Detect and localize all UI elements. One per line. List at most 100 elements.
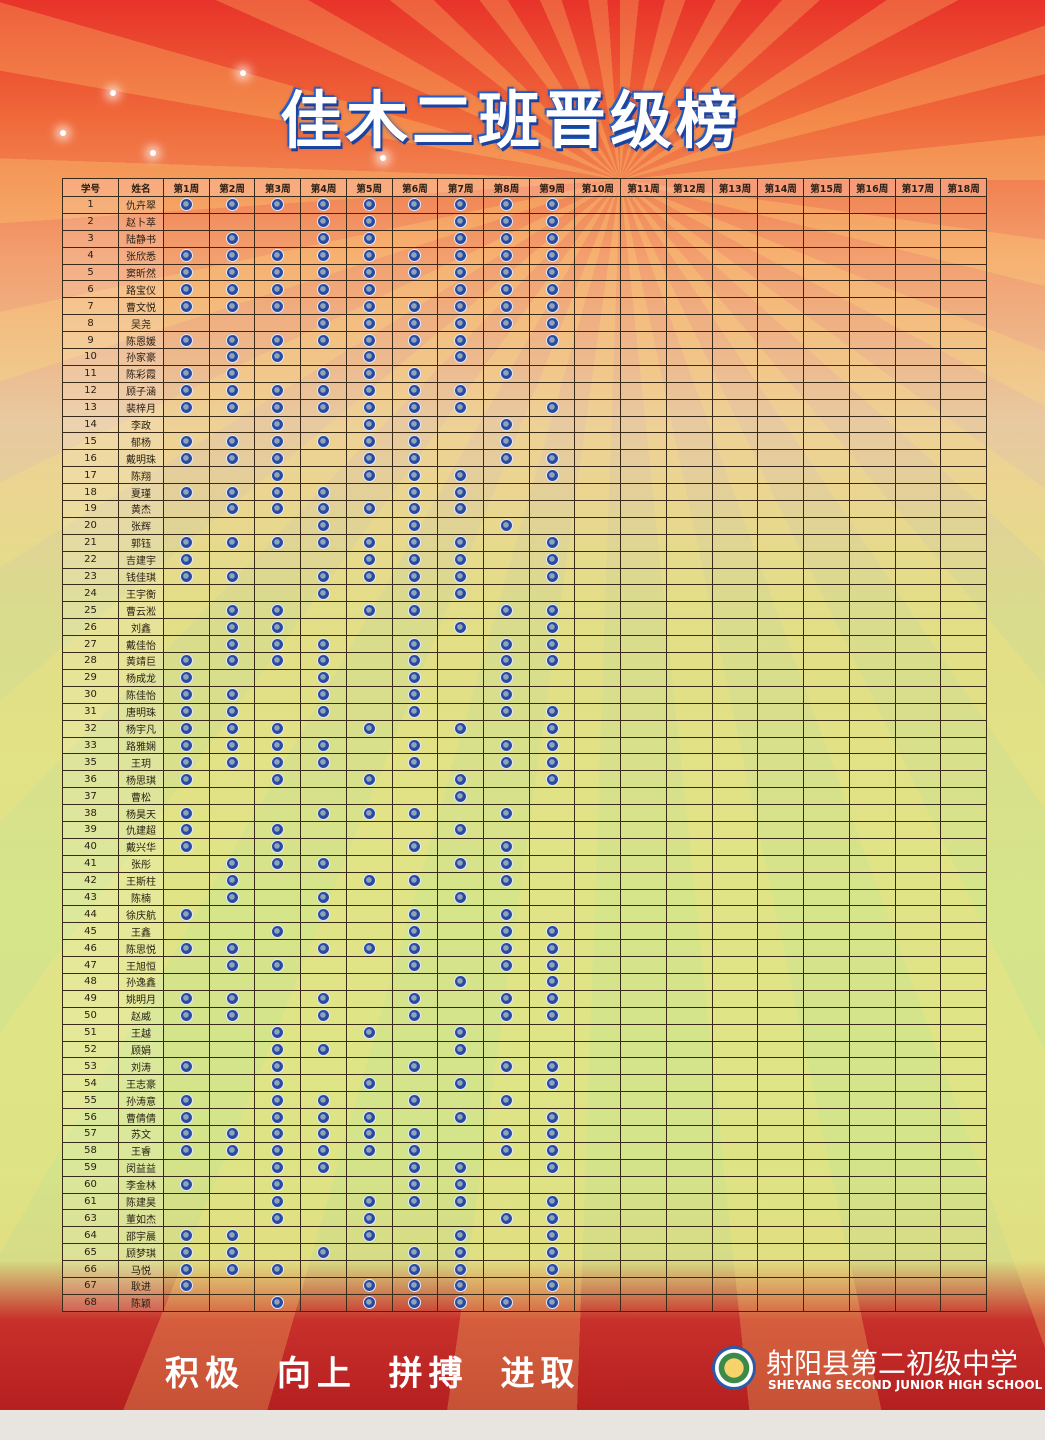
sticker-icon [317, 755, 331, 769]
week-cell [254, 770, 302, 789]
table-row: 10 孙家豪 [62, 348, 987, 366]
week-cell [711, 584, 759, 603]
week-cell [208, 837, 256, 856]
student-no: 59 [62, 1158, 119, 1177]
week-cell [848, 1293, 896, 1312]
sticker-icon [317, 232, 331, 246]
week-cell [711, 1074, 759, 1093]
student-no: 38 [62, 804, 119, 822]
student-name: 苏文 [118, 1124, 164, 1143]
week-cell [803, 263, 850, 282]
sticker-icon [454, 485, 468, 499]
week-cell [528, 685, 576, 704]
week-cell [163, 1158, 210, 1177]
student-no: 23 [62, 567, 119, 586]
week-cell [345, 871, 393, 890]
week-cell [483, 263, 530, 282]
week-cell [757, 1260, 805, 1278]
week-cell [391, 685, 439, 704]
table-body: 1 仇卉翠 2 赵卜萃 3 陆静书 4 张欣悉 5 窦昕然 6 路宝仪 7 曹文悦 8 吴尧 9 陈恩媛 10 孙家豪… [62, 196, 987, 1312]
week-cell [254, 348, 302, 366]
week-cell [437, 652, 485, 670]
week-cell [757, 432, 805, 451]
student-name: 王宇衡 [118, 584, 164, 603]
sticker-icon [454, 1245, 468, 1259]
week-cell [711, 753, 759, 772]
sticker-icon [545, 570, 559, 584]
week-cell [894, 854, 942, 873]
sticker-icon [362, 1144, 376, 1158]
table-row: 17 陈翔 [62, 466, 987, 485]
week-cell [940, 1124, 987, 1143]
week-cell [391, 1209, 439, 1228]
week-cell [483, 1175, 530, 1194]
week-cell [574, 314, 622, 333]
student-no: 11 [62, 364, 119, 383]
week-cell [940, 1091, 987, 1110]
header-week-4: 第4周 [300, 178, 347, 197]
week-cell [757, 787, 805, 806]
sticker-icon [225, 1144, 239, 1158]
student-name: 仇建超 [118, 820, 164, 839]
week-cell [711, 702, 759, 721]
sticker-icon [454, 772, 468, 786]
sticker-icon [362, 282, 376, 296]
week-cell [894, 635, 942, 654]
student-name: 陈思悦 [118, 939, 164, 958]
week-cell [300, 1124, 347, 1143]
sticker-icon [362, 806, 376, 820]
student-no: 44 [62, 905, 119, 924]
week-cell [208, 972, 256, 991]
sticker-icon [362, 1296, 376, 1310]
sticker-icon [271, 924, 285, 938]
sticker-icon [499, 705, 513, 719]
sticker-icon [179, 738, 193, 752]
week-cell [940, 1023, 987, 1042]
week-cell [208, 1091, 256, 1110]
week-cell [574, 584, 622, 603]
week-cell [848, 449, 896, 468]
sticker-icon [545, 215, 559, 229]
week-cell [574, 685, 622, 704]
week-cell [528, 1124, 576, 1143]
week-cell [620, 1006, 667, 1025]
week-cell [391, 364, 439, 383]
week-cell [254, 685, 302, 704]
sticker-icon [454, 1161, 468, 1175]
week-cell [300, 702, 347, 721]
week-cell [757, 280, 805, 299]
student-no: 36 [62, 770, 119, 789]
week-cell [528, 263, 576, 282]
week-cell [940, 415, 987, 434]
week-cell [711, 381, 759, 400]
sticker-icon [408, 1009, 422, 1023]
week-cell [757, 229, 805, 248]
week-cell [391, 516, 439, 535]
week-cell [208, 263, 256, 282]
week-cell [620, 635, 667, 654]
week-cell [345, 297, 393, 316]
sticker-icon [408, 1245, 422, 1259]
week-cell [437, 1293, 485, 1312]
week-cell [848, 787, 896, 806]
week-cell [757, 905, 805, 924]
week-cell [345, 1091, 393, 1110]
sticker-icon [271, 468, 285, 482]
week-cell [940, 1141, 987, 1160]
week-cell [208, 297, 256, 316]
week-cell [848, 635, 896, 654]
week-cell [437, 1057, 485, 1076]
sparkle [110, 90, 116, 96]
sticker-icon [362, 1076, 376, 1090]
week-cell [803, 939, 850, 958]
week-cell [483, 905, 530, 924]
week-cell [163, 398, 210, 417]
week-cell [757, 956, 805, 974]
week-cell [894, 1006, 942, 1025]
week-cell [848, 1192, 896, 1211]
week-cell [574, 364, 622, 383]
table-row: 21 郭钰 [62, 533, 987, 552]
week-cell [528, 736, 576, 755]
sticker-icon [317, 857, 331, 871]
sticker-icon [545, 654, 559, 668]
